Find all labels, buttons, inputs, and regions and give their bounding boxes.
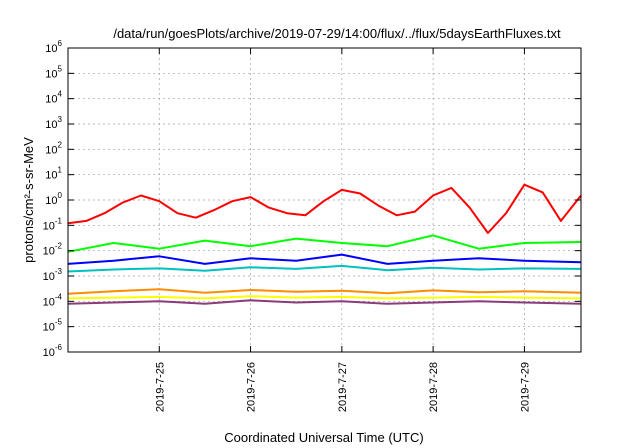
y-tick-exponent: -6: [55, 343, 63, 352]
y-tick-label: 101: [45, 166, 62, 182]
x-tick-label: 2019-7-27: [337, 362, 349, 412]
y-tick-base: 10: [43, 271, 55, 283]
x-tick-labels: 2019-7-25 2019-7-26 2019-7-27 2019-7-28 2019…: [154, 362, 531, 412]
y-axis-title: protons/cm²-s-sr-MeV: [21, 137, 36, 263]
y-tick-label: 100: [45, 191, 62, 207]
y-tick-base: 10: [43, 220, 55, 232]
y-tick-base: 10: [45, 144, 57, 156]
y-tick-base: 10: [43, 296, 55, 308]
y-tick-exponent: 0: [58, 191, 63, 200]
y-tick-base: 10: [45, 68, 57, 80]
y-tick-labels: 10-610-510-410-310-210-11001011021031041…: [43, 39, 63, 359]
y-tick-label: 103: [45, 115, 62, 131]
y-tick-exponent: 3: [58, 115, 63, 124]
y-tick-label: 106: [45, 39, 62, 55]
series-line-0: [67, 183, 582, 234]
y-tick-exponent: -4: [55, 292, 63, 301]
y-tick-label: 10-5: [43, 318, 63, 334]
x-tick-label: 2019-7-25: [154, 362, 166, 412]
series-line-4: [67, 295, 582, 300]
y-tick-base: 10: [45, 170, 57, 182]
y-tick-label: 10-2: [43, 242, 63, 258]
y-tick-exponent: 6: [58, 39, 63, 48]
chart-title: /data/run/goesPlots/archive/2019-07-29/1…: [113, 26, 561, 41]
y-tick-exponent: 5: [58, 64, 63, 73]
y-tick-exponent: -2: [55, 242, 63, 251]
y-tick-label: 10-6: [43, 343, 63, 359]
y-tick-label: 105: [45, 64, 62, 80]
y-tick-label: 10-3: [43, 267, 63, 283]
series-line-2: [67, 253, 582, 265]
y-tick-base: 10: [45, 119, 57, 131]
series-line-6: [67, 299, 582, 305]
x-tick-label: 2019-7-28: [428, 362, 440, 412]
y-tick-label: 102: [45, 140, 62, 156]
y-tick-base: 10: [43, 246, 55, 258]
tick-layer: [68, 47, 581, 353]
y-tick-label: 10-4: [43, 292, 63, 308]
y-tick-exponent: -1: [55, 216, 63, 225]
y-tick-exponent: 4: [58, 90, 63, 99]
x-tick-label: 2019-7-29: [519, 362, 531, 412]
y-tick-base: 10: [45, 195, 57, 207]
y-tick-exponent: -5: [55, 318, 63, 327]
y-tick-exponent: 1: [58, 166, 63, 175]
y-tick-label: 104: [45, 90, 62, 106]
series-layer: [67, 183, 582, 305]
series-line-5: [67, 288, 582, 295]
series-line-1: [67, 234, 582, 253]
y-tick-base: 10: [45, 43, 57, 55]
y-tick-base: 10: [45, 94, 57, 106]
y-tick-base: 10: [43, 322, 55, 334]
y-tick-label: 10-1: [43, 216, 63, 232]
y-tick-base: 10: [43, 347, 55, 359]
y-tick-exponent: -3: [55, 267, 63, 276]
x-axis-title: Coordinated Universal Time (UTC): [224, 430, 423, 445]
x-tick-label: 2019-7-26: [246, 362, 258, 412]
y-tick-exponent: 2: [58, 140, 63, 149]
series-line-3: [67, 264, 582, 273]
y-axis-title-text: protons/cm²-s-sr-MeV: [21, 137, 36, 263]
